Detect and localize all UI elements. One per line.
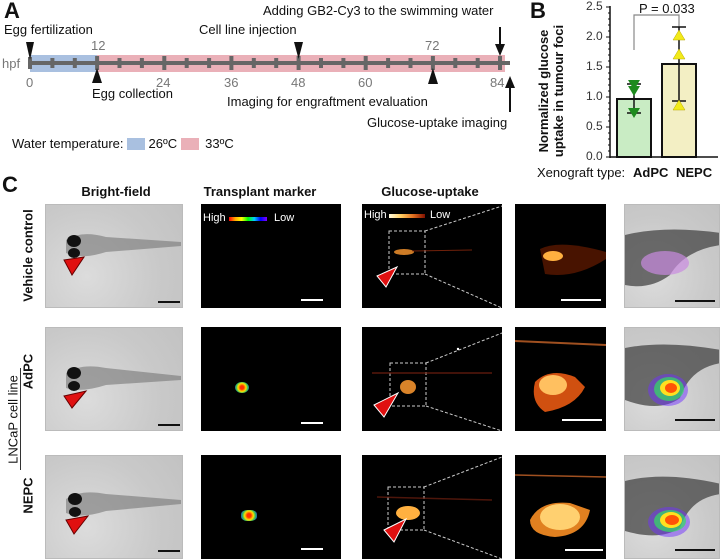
image-transplant-vehicle: High Low [201,204,341,308]
image-glucose-zoom-vehicle [515,204,606,308]
marker-injection [294,42,303,59]
image-overlay-vehicle [624,204,720,308]
arrow-gb2 [495,44,505,56]
ytick-1-0: 1.0 [586,89,603,103]
row-label-nepc: NEPC [20,477,36,514]
image-bf-nepc [45,455,183,559]
timeline-ticks [28,56,502,70]
group-label-lncap: LNCaP cell line [5,375,21,464]
marker-egg-collection [92,68,102,83]
column-glucose-uptake: Glucose-uptake [381,184,479,199]
column-bright-field: Bright-field [81,184,151,199]
ytick-1-5: 1.5 [586,59,603,73]
glucose-colorbar [389,214,425,218]
ytick-2-0: 2.0 [586,29,603,43]
panel-b-letter: B [530,0,546,23]
event-egg-collection: Egg collection [92,86,173,101]
event-egg-fertilization: Egg fertilization [4,22,93,37]
image-glucose-vehicle: High Low [362,204,502,308]
legend-title: Water temperature: [12,136,124,151]
temperature-legend: Water temperature: 26ºC 33ºC [12,136,234,151]
ytick-0: 0.0 [586,149,603,163]
xtick-nepc: NEPC [676,165,713,180]
legend-label-33c: 33ºC [205,136,234,151]
tick-84: 84 [490,75,505,90]
event-glucose-imaging: Glucose-uptake imaging [367,115,508,130]
legend-swatch-26c [126,137,145,150]
glucose-scale-high: High [364,209,387,221]
marker-engraftment-imaging [428,68,438,84]
points-nepc [672,29,686,111]
panel-c-letter: C [2,172,18,197]
ytick-2-5: 2.5 [586,0,603,13]
scale-bar [301,422,323,424]
tick-72: 72 [425,38,440,53]
row-label-adpc: AdPC [20,353,36,390]
tumour-signal [241,510,257,521]
image-glucose-zoom-adpc [515,327,606,431]
row-label-vehicle-control: Vehicle control [20,209,36,302]
glucose-scale-low: Low [430,209,451,221]
scale-bar [301,299,323,301]
p-value-annotation: P = 0.033 [639,1,695,16]
transplant-colorbar [229,217,267,221]
image-overlay-adpc [624,327,720,431]
x-axis-title: Xenograft type: [537,165,626,180]
image-glucose-zoom-nepc [515,455,606,559]
tick-12: 12 [91,38,106,53]
tumour-signal [235,382,249,393]
y-axis-label-line2: uptake in tumour foci [551,24,566,158]
scale-bar [301,548,323,550]
image-transplant-nepc [201,455,341,559]
group-divider [20,368,21,470]
transplant-scale-low: Low [274,212,295,224]
y-axis-label-line1: Normalized glucose [536,29,551,153]
tick-48: 48 [291,75,306,90]
image-glucose-nepc [362,455,502,559]
event-imaging-engraftment: Imaging for engraftment evaluation [227,94,428,109]
points-adpc [628,80,640,118]
image-bf-adpc [45,327,183,431]
tick-0: 0 [26,75,34,90]
tick-24: 24 [156,75,171,90]
axis-unit-hpf: hpf [2,56,21,71]
ytick-0-5: 0.5 [586,119,603,133]
panel-a-letter: A [4,0,20,23]
significance-bracket [633,14,680,50]
marker-fertilization [26,42,34,60]
image-glucose-adpc [362,327,502,431]
legend-label-26c: 26ºC [148,136,178,151]
xtick-adpc: AdPC [633,165,669,180]
bar-chart-svg [606,6,718,158]
legend-swatch-33c [181,137,200,150]
column-transplant-marker: Transplant marker [203,184,317,199]
tick-60: 60 [358,75,373,90]
timeline-svg [26,27,515,112]
y-axis-label: Normalized glucose uptake in tumour foci [536,16,566,166]
arrow-glucose-imaging [505,76,515,88]
transplant-scale-high: High [203,212,226,224]
event-cell-line-injection: Cell line injection [199,22,297,37]
tick-36: 36 [224,75,239,90]
image-overlay-nepc [624,455,720,559]
event-adding-gb2: Adding GB2-Cy3 to the swimming water [263,3,494,18]
image-bf-vehicle [45,204,183,308]
image-transplant-adpc [201,327,341,431]
